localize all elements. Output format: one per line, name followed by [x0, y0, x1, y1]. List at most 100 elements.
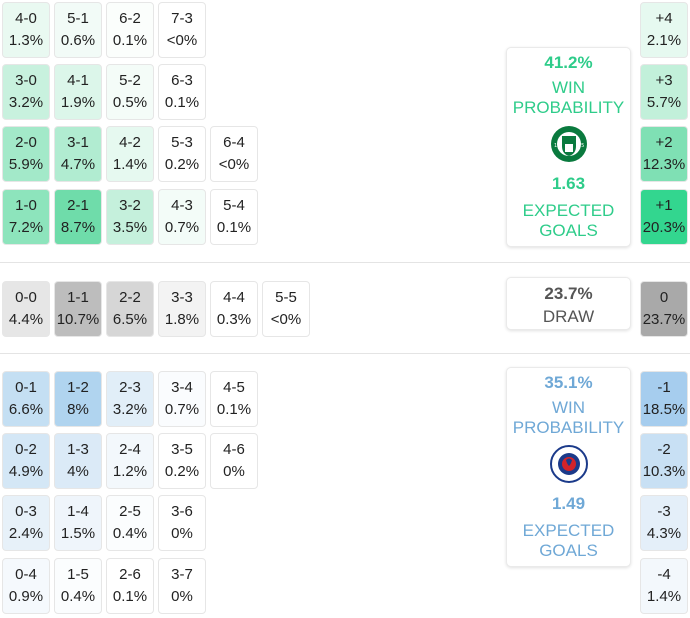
scoreline-probability: <0%: [166, 32, 198, 49]
home-scoreline-cell[interactable]: 5-3 0.2%: [158, 126, 206, 182]
home-xg-label: EXPECTED: [522, 201, 615, 220]
scoreline-label: 5-5: [275, 289, 297, 306]
scoreline-probability: 0.7%: [164, 401, 200, 418]
home-scoreline-cell[interactable]: 6-4 <0%: [210, 126, 258, 182]
away-scoreline-cell[interactable]: 0-4 0.9%: [2, 558, 50, 614]
scoreline-label: 2-6: [119, 566, 141, 583]
home-expected-goals: 1.63: [551, 174, 586, 193]
scoreline-probability: 4.7%: [60, 156, 96, 173]
draw-scoreline-cell[interactable]: 4-4 0.3%: [210, 281, 258, 337]
home-scoreline-cell[interactable]: 6-3 0.1%: [158, 64, 206, 120]
home-scoreline-cell[interactable]: 1-0 7.2%: [2, 189, 50, 245]
scoreline-label: 3-7: [171, 566, 193, 583]
margin-label: -2: [657, 441, 671, 458]
away-margin-cell[interactable]: -1 18.5%: [640, 371, 688, 427]
scoreline-probability: 1.3%: [8, 32, 44, 49]
away-scoreline-cell[interactable]: 2-3 3.2%: [106, 371, 154, 427]
scoreline-probability: 6.6%: [8, 401, 44, 418]
draw-scoreline-cell[interactable]: 5-5 <0%: [262, 281, 310, 337]
home-scoreline-cell[interactable]: 5-4 0.1%: [210, 189, 258, 245]
home-scoreline-cell[interactable]: 4-2 1.4%: [106, 126, 154, 182]
margin-label: -4: [657, 566, 671, 583]
away-scoreline-cell[interactable]: 1-3 4%: [54, 433, 102, 489]
scoreline-label: 1-5: [67, 566, 89, 583]
scoreline-probability: 0.1%: [216, 401, 252, 418]
home-margin-cell[interactable]: +4 2.1%: [640, 2, 688, 58]
home-summary-card: 41.2% WIN PROBABILITY 18 75 1.63 EXPECTE…: [506, 47, 631, 247]
home-scoreline-cell[interactable]: 3-0 3.2%: [2, 64, 50, 120]
home-margin-cell[interactable]: +3 5.7%: [640, 64, 688, 120]
home-scoreline-cell[interactable]: 2-0 5.9%: [2, 126, 50, 182]
scoreline-label: 0-2: [15, 441, 37, 458]
scoreline-probability: 4.9%: [8, 463, 44, 480]
away-scoreline-cell[interactable]: 3-5 0.2%: [158, 433, 206, 489]
home-scoreline-cell[interactable]: 4-1 1.9%: [54, 64, 102, 120]
away-scoreline-cell[interactable]: 0-3 2.4%: [2, 495, 50, 551]
scoreline-label: 7-3: [171, 10, 193, 27]
scoreline-probability: 4.4%: [8, 311, 44, 328]
away-margin-cell[interactable]: -3 4.3%: [640, 495, 688, 551]
away-scoreline-cell[interactable]: 1-4 1.5%: [54, 495, 102, 551]
scoreline-probability: 0.9%: [8, 588, 44, 605]
margin-label: 0: [659, 289, 669, 306]
scoreline-label: 4-1: [67, 72, 89, 89]
away-margin-cell[interactable]: -4 1.4%: [640, 558, 688, 614]
home-scoreline-cell[interactable]: 5-2 0.5%: [106, 64, 154, 120]
draw-margin-cell[interactable]: 0 23.7%: [640, 281, 688, 337]
scoreline-label: 5-3: [171, 134, 193, 151]
draw-scoreline-cell[interactable]: 2-2 6.5%: [106, 281, 154, 337]
margin-probability: 10.3%: [642, 463, 686, 480]
home-scoreline-cell[interactable]: 7-3 <0%: [158, 2, 206, 58]
scoreline-probability: 3.2%: [112, 401, 148, 418]
away-scoreline-cell[interactable]: 2-4 1.2%: [106, 433, 154, 489]
home-scoreline-cell[interactable]: 2-1 8.7%: [54, 189, 102, 245]
home-margin-cell[interactable]: +2 12.3%: [640, 126, 688, 182]
away-win-label-2: PROBABILITY: [512, 418, 625, 437]
away-margin-cell[interactable]: -2 10.3%: [640, 433, 688, 489]
scoreline-probability: <0%: [218, 156, 250, 173]
away-scoreline-cell[interactable]: 2-6 0.1%: [106, 558, 154, 614]
away-scoreline-cell[interactable]: 1-2 8%: [54, 371, 102, 427]
away-scoreline-cell[interactable]: 1-5 0.4%: [54, 558, 102, 614]
scoreline-probability: 0.6%: [60, 32, 96, 49]
home-scoreline-cell[interactable]: 5-1 0.6%: [54, 2, 102, 58]
away-scoreline-cell[interactable]: 2-5 0.4%: [106, 495, 154, 551]
away-scoreline-cell[interactable]: 3-7 0%: [158, 558, 206, 614]
home-scoreline-cell[interactable]: 3-2 3.5%: [106, 189, 154, 245]
away-scoreline-cell[interactable]: 4-6 0%: [210, 433, 258, 489]
scoreline-label: 3-2: [119, 197, 141, 214]
scoreline-label: 4-4: [223, 289, 245, 306]
scoreline-label: 2-5: [119, 503, 141, 520]
scoreline-probability: 10.7%: [56, 311, 100, 328]
home-scoreline-cell[interactable]: 4-3 0.7%: [158, 189, 206, 245]
draw-scoreline-cell[interactable]: 0-0 4.4%: [2, 281, 50, 337]
scoreline-probability: 4%: [67, 463, 89, 480]
scoreline-probability: 1.9%: [60, 94, 96, 111]
draw-label: DRAW: [542, 307, 595, 326]
scoreline-label: 1-1: [67, 289, 89, 306]
home-scoreline-cell[interactable]: 6-2 0.1%: [106, 2, 154, 58]
scoreline-label: 5-1: [67, 10, 89, 27]
away-scoreline-cell[interactable]: 0-1 6.6%: [2, 371, 50, 427]
away-scoreline-cell[interactable]: 4-5 0.1%: [210, 371, 258, 427]
away-win-probability: 35.1%: [544, 373, 593, 392]
home-margin-cell[interactable]: +1 20.3%: [640, 189, 688, 245]
away-scoreline-cell[interactable]: 0-2 4.9%: [2, 433, 50, 489]
scoreline-label: 4-2: [119, 134, 141, 151]
scoreline-probability: 1.5%: [60, 525, 96, 542]
scoreline-probability: 0.1%: [112, 32, 148, 49]
home-xg-label-2: GOALS: [539, 221, 598, 240]
home-scoreline-cell[interactable]: 4-0 1.3%: [2, 2, 50, 58]
svg-text:75: 75: [578, 143, 584, 149]
scoreline-label: 3-6: [171, 503, 193, 520]
away-scoreline-cell[interactable]: 3-6 0%: [158, 495, 206, 551]
away-scoreline-cell[interactable]: 3-4 0.7%: [158, 371, 206, 427]
scoreline-probability: 0.1%: [112, 588, 148, 605]
scoreline-label: 4-5: [223, 379, 245, 396]
scoreline-label: 1-3: [67, 441, 89, 458]
home-scoreline-cell[interactable]: 3-1 4.7%: [54, 126, 102, 182]
draw-scoreline-cell[interactable]: 1-1 10.7%: [54, 281, 102, 337]
margin-probability: 4.3%: [646, 525, 682, 542]
draw-scoreline-cell[interactable]: 3-3 1.8%: [158, 281, 206, 337]
rangers-crest-icon: [549, 444, 589, 489]
